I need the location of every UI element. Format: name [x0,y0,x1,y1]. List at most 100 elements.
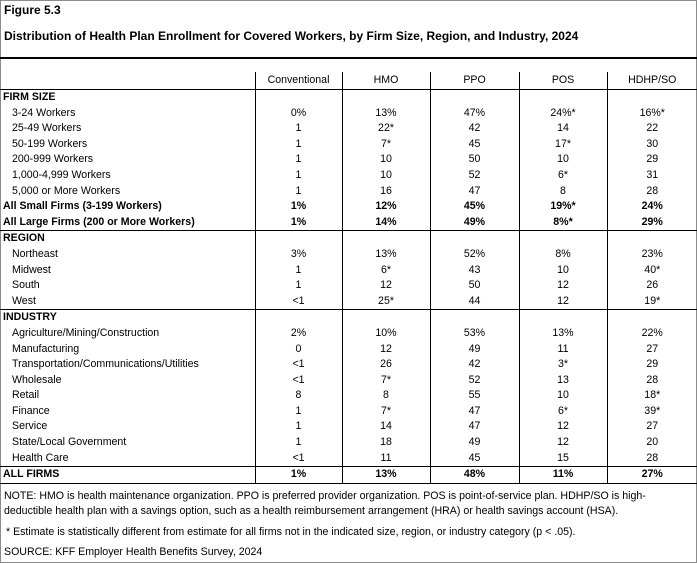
table-row: Health Care <1 11 45 15 28 [0,450,697,467]
cell-value: 10 [341,167,430,184]
cell-value: 1 [254,167,342,184]
table-row: 50-199 Workers 1 7* 45 17* 30 [0,136,697,153]
cell-value [341,309,430,326]
figure-title: Distribution of Health Plan Enrollment f… [4,29,579,43]
row-label: All Small Firms (3-199 Workers) [3,200,162,213]
row-label: Finance [12,404,50,417]
cell-value: 13 [518,372,607,389]
section-header-row: FIRM SIZE [0,89,697,106]
table-row: Wholesale <1 7* 52 13 28 [0,372,697,389]
row-label: Health Care [12,451,69,464]
cell-value: 12 [518,293,607,310]
section-header-row: INDUSTRY [0,309,697,326]
table-row: All Small Firms (3-199 Workers) 1% 12% 45% 1… [0,199,697,215]
cell-value: 10 [518,388,607,404]
cell-value: 44 [429,293,519,310]
cell-value: 42 [429,121,519,137]
cell-value: 24% [606,199,697,215]
column-header: Conventional [254,72,342,90]
table-row: Agriculture/Mining/Construction 2% 10% 53% 1… [0,325,697,342]
cell-value: 27% [606,466,697,484]
cell-value [429,89,519,106]
cell-value: 14 [518,121,607,137]
table-row: 200-999 Workers 1 10 50 10 29 [0,152,697,168]
row-label: Northeast [12,247,58,260]
table-row: Transportation/Communications/Utilities <… [0,357,697,373]
cell-value: 25* [341,293,430,310]
cell-value: 26 [606,278,697,294]
cell-value: 28 [606,372,697,389]
table-row: 25-49 Workers 1 22* 42 14 22 [0,121,697,137]
cell-value: 10 [341,152,430,168]
cell-value: 28 [606,183,697,200]
cell-value: 49% [429,214,519,231]
cell-value [429,230,519,247]
cell-value: 26 [341,357,430,373]
cell-value: 55 [429,388,519,404]
cell-value: 12 [341,278,430,294]
cell-value: 19%* [518,199,607,215]
cell-value: 6* [518,403,607,420]
table-row: All Large Firms (200 or More Workers) 1% 1… [0,214,697,231]
cell-value: 16%* [606,105,697,122]
cell-value [606,89,697,106]
cell-value: 22 [606,121,697,137]
cell-value: 31 [606,167,697,184]
cell-value: 1 [254,435,342,451]
cell-value [341,230,430,247]
cell-value: 16 [341,183,430,200]
cell-value: 45% [429,199,519,215]
cell-value: 1 [254,121,342,137]
row-label: 3-24 Workers [12,106,76,119]
cell-value: 27 [606,341,697,358]
table-row: 5,000 or More Workers 1 16 47 8 28 [0,183,697,200]
cell-value: 43 [429,262,519,279]
cell-value: 42 [429,357,519,373]
column-header: HMO [341,72,430,90]
cell-value: 22% [606,325,697,342]
cell-value: 8 [254,388,342,404]
row-label: All Large Firms (200 or More Workers) [3,215,195,228]
cell-value: 11% [518,466,607,484]
table-row: Midwest 1 6* 43 10 40* [0,262,697,279]
row-label: Midwest [12,263,51,276]
cell-value: 1 [254,136,342,153]
table-row: ALL FIRMS 1% 13% 48% 11% 27% [0,466,697,484]
cell-value: 1 [254,278,342,294]
row-label: State/Local Government [12,436,127,449]
cell-value: 1% [254,214,342,231]
cell-value: <1 [254,372,342,389]
note-text: NOTE: HMO is health maintenance organiza… [4,490,646,517]
cell-value: 47 [429,183,519,200]
cell-value: 8%* [518,214,607,231]
column-header: PPO [429,72,519,90]
cell-value: <1 [254,450,342,467]
row-label: REGION [0,230,255,247]
cell-value: 49 [429,341,519,358]
table-row: Manufacturing 0 12 49 11 27 [0,341,697,358]
cell-value: 12 [518,419,607,436]
cell-value: 45 [429,136,519,153]
row-label: ALL FIRMS [0,466,255,484]
row-label: INDUSTRY [0,309,255,326]
row-label: FIRM SIZE [3,91,56,103]
cell-value: 12 [518,278,607,294]
row-label: 25-49 Workers [12,122,82,135]
enrollment-table: Conventional HMO PPO POS HDHP/SO FIRM SI… [0,72,697,484]
row-label: 200-999 Workers [12,153,94,166]
cell-value [254,230,342,247]
cell-value: 29 [606,152,697,168]
table-row: Retail 8 8 55 10 18* [0,388,697,404]
cell-value: 1 [254,183,342,200]
cell-value: 6* [341,262,430,279]
row-label: 50-199 Workers [12,137,88,150]
title-divider [0,57,697,59]
table-row: Northeast 3% 13% 52% 8% 23% [0,246,697,263]
cell-value: 47% [429,105,519,122]
cell-value: 1% [254,466,342,484]
column-header: HDHP/SO [606,72,697,90]
cell-value: 1 [254,152,342,168]
cell-value: 13% [341,246,430,263]
row-label: Retail [12,389,40,402]
cell-value: 12 [518,435,607,451]
